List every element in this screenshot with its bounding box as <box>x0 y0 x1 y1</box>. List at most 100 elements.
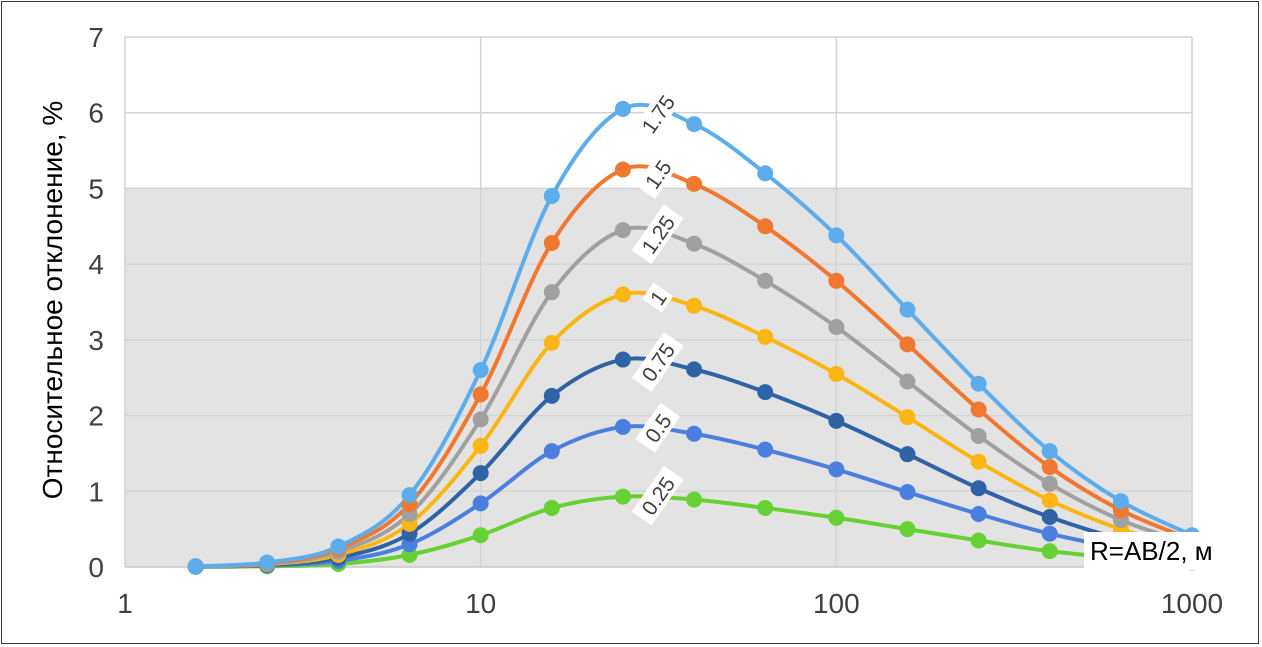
data-point-0.5 <box>614 418 631 435</box>
data-point-0.5 <box>686 425 703 442</box>
data-point-0.75 <box>472 465 489 482</box>
series-line-1.75 <box>195 102 1193 569</box>
data-point-0.5 <box>899 484 916 501</box>
data-point-0.5 <box>472 495 489 512</box>
data-point-1.75 <box>1112 493 1129 510</box>
y-tick-label: 4 <box>88 249 104 280</box>
data-point-1 <box>970 453 987 470</box>
data-point-1.75 <box>1041 443 1058 460</box>
data-point-0.75 <box>899 446 916 463</box>
data-point-0.75 <box>828 412 845 429</box>
series-line-0.75 <box>195 356 1193 569</box>
data-point-0.75 <box>614 351 631 368</box>
data-point-1.75 <box>259 554 276 571</box>
y-tick-label: 2 <box>88 401 104 432</box>
data-point-1.75 <box>686 116 703 133</box>
data-point-0.25 <box>970 532 987 549</box>
series-label-bg <box>631 84 684 144</box>
y-tick-label: 5 <box>88 173 104 204</box>
data-point-1.75 <box>757 165 774 182</box>
data-point-1.75 <box>472 362 489 379</box>
y-tick-label: 6 <box>88 98 104 129</box>
data-point-0.25 <box>757 499 774 516</box>
data-point-1.25 <box>1041 475 1058 492</box>
data-point-0.25 <box>686 491 703 508</box>
data-point-1.25 <box>899 373 916 390</box>
x-axis-title-group: R=AB/2, м <box>1084 532 1254 570</box>
data-point-1.5 <box>757 218 774 235</box>
data-point-1.75 <box>614 100 631 117</box>
data-point-1.5 <box>899 336 916 353</box>
data-point-1.5 <box>543 234 560 251</box>
data-point-0.25 <box>828 509 845 526</box>
data-point-1.25 <box>472 411 489 428</box>
data-point-1.5 <box>472 386 489 403</box>
x-tick-label: 100 <box>813 588 860 619</box>
data-point-1 <box>614 286 631 303</box>
data-point-1.5 <box>614 161 631 178</box>
x-tick-labels: 1 10 100 1000 <box>117 588 1223 619</box>
y-tick-label: 7 <box>88 22 104 53</box>
data-point-0.5 <box>757 441 774 458</box>
data-point-0.5 <box>1041 525 1058 542</box>
series-line-1.25 <box>195 225 1193 569</box>
data-point-1.5 <box>970 401 987 418</box>
series-label-bg <box>642 282 674 313</box>
x-tick-label: 1 <box>117 588 133 619</box>
series-label-bg <box>631 204 684 265</box>
y-tick-label: 0 <box>88 552 104 583</box>
data-point-1.75 <box>543 188 560 204</box>
data-point-0.75 <box>543 387 560 404</box>
x-tick-label: 10 <box>465 588 496 619</box>
data-point-1 <box>472 437 489 454</box>
data-point-1.25 <box>828 318 845 335</box>
x-axis-title: R=AB/2, м <box>1090 536 1213 566</box>
data-point-1.25 <box>970 428 987 445</box>
y-axis-title: Относительное отклонение, % <box>37 101 68 499</box>
data-point-1 <box>543 334 560 351</box>
data-point-0.75 <box>970 480 987 497</box>
data-point-0.5 <box>970 506 987 522</box>
data-point-1.25 <box>614 222 631 239</box>
data-point-1.5 <box>1041 459 1058 476</box>
data-point-1 <box>899 409 916 426</box>
data-point-1.75 <box>401 487 418 504</box>
data-point-1.25 <box>757 272 774 289</box>
data-point-1.5 <box>686 175 703 192</box>
y-tick-labels: 0 1 2 3 4 5 6 7 <box>88 22 104 583</box>
data-point-1.75 <box>828 227 845 244</box>
data-point-0.75 <box>757 384 774 401</box>
data-point-0.5 <box>828 461 845 478</box>
series-label-bg <box>631 332 684 392</box>
data-point-0.25 <box>1041 543 1058 560</box>
data-point-0.75 <box>1041 509 1058 526</box>
data-point-1.75 <box>899 301 916 318</box>
series-label-bg <box>635 402 681 453</box>
data-point-1.25 <box>686 235 703 252</box>
data-point-1.25 <box>543 284 560 301</box>
data-point-0.25 <box>899 521 916 538</box>
data-point-1 <box>757 328 774 345</box>
series-line-1.5 <box>195 164 1193 569</box>
data-point-0.25 <box>543 499 560 516</box>
series-lines <box>195 102 1193 569</box>
data-point-0.75 <box>686 361 703 378</box>
series-label-group: 1 <box>642 282 674 313</box>
x-axis-title-box <box>1084 532 1254 570</box>
x-tick-label: 1000 <box>1161 588 1223 619</box>
y-tick-label: 1 <box>88 476 104 507</box>
data-point-0.5 <box>543 443 560 460</box>
data-point-1 <box>686 297 703 314</box>
data-point-0.25 <box>472 527 489 544</box>
data-point-1.75 <box>330 538 347 555</box>
data-point-0.25 <box>614 488 631 505</box>
data-point-1.75 <box>187 558 204 575</box>
series-line-1 <box>195 290 1193 569</box>
data-point-1 <box>828 365 845 382</box>
data-point-1 <box>1041 492 1058 509</box>
data-point-1.5 <box>828 272 845 289</box>
series-label-bg <box>635 149 681 200</box>
data-point-1.75 <box>970 375 987 392</box>
y-tick-label: 3 <box>88 325 104 356</box>
